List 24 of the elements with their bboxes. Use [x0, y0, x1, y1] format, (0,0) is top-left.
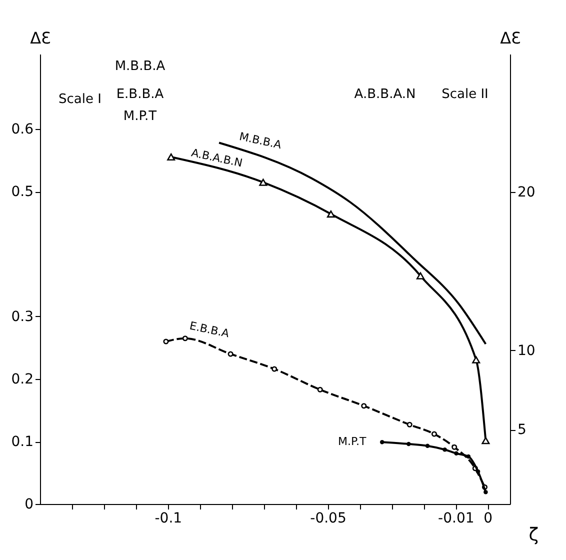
annotation: M.B.B.A	[114, 59, 166, 74]
x-tick-label: -0.01	[438, 510, 474, 526]
annotation: Scale II	[442, 87, 488, 102]
annotation: M.P.T	[123, 109, 157, 124]
series-label: M.P.T	[338, 435, 366, 448]
y2-tick-label: 10	[518, 342, 536, 359]
y2-axis-title: ΔƐ	[500, 28, 521, 48]
y-tick-label: 0.1	[11, 434, 34, 450]
y-tick-label: 0.3	[11, 309, 34, 325]
x-tick-label: -0.05	[310, 510, 346, 526]
annotation: E.B.B.A	[116, 87, 164, 102]
x-tick-label: 0	[484, 510, 493, 526]
text: E.B.B.A	[188, 319, 231, 340]
y-tick-label: 0	[24, 496, 34, 512]
y-axis-title: ΔƐ	[30, 28, 51, 48]
x-axis-title: ζ	[528, 524, 538, 546]
annotation: A.B.B.A.N	[354, 87, 416, 102]
y-tick-label: 0.6	[11, 122, 34, 138]
y2-tick-label: 5	[518, 422, 526, 438]
y-tick-label: 0.5	[11, 184, 34, 200]
y-tick-label: 0.2	[11, 372, 34, 388]
y2-tick-label: 20	[518, 184, 536, 200]
annotation: Scale I	[58, 92, 102, 107]
x-tick-label: -0.1	[154, 510, 182, 526]
